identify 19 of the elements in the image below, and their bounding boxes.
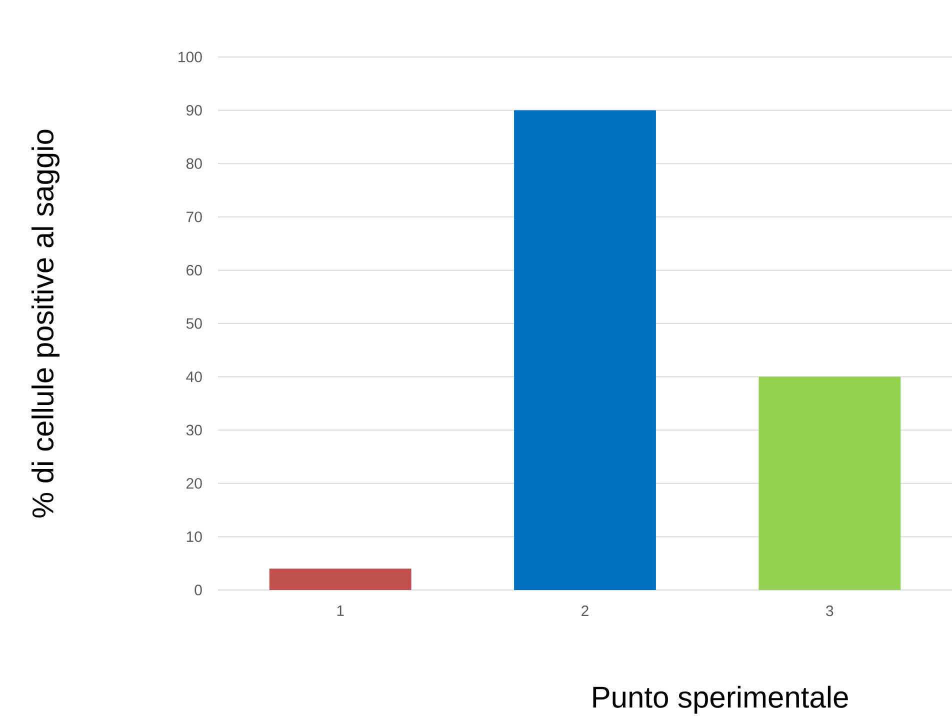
y-tick-label: 60 (186, 264, 202, 276)
x-tick-label: 2 (582, 606, 588, 616)
y-tick-label: 40 (186, 371, 202, 382)
y-tick-label: 30 (186, 424, 202, 436)
y-axis-title: % di cellule positive al saggio (32, 130, 60, 518)
bar (269, 568, 412, 590)
x-axis-title: Punto sperimentale (593, 686, 848, 714)
x-tick-label: 1 (337, 606, 344, 616)
y-tick-label: 0 (194, 584, 202, 596)
y-tick-label: 90 (186, 104, 202, 116)
y-tick-label: 10 (186, 531, 202, 542)
y-tick-label: 50 (186, 318, 202, 329)
bar (758, 376, 901, 590)
y-tick-label: 70 (186, 212, 202, 222)
x-tick-label: 3 (826, 606, 834, 616)
y-tick-label: 100 (178, 52, 202, 62)
y-tick-label: 80 (186, 158, 202, 169)
y-tick-label: 20 (186, 478, 202, 489)
bar (514, 110, 656, 590)
